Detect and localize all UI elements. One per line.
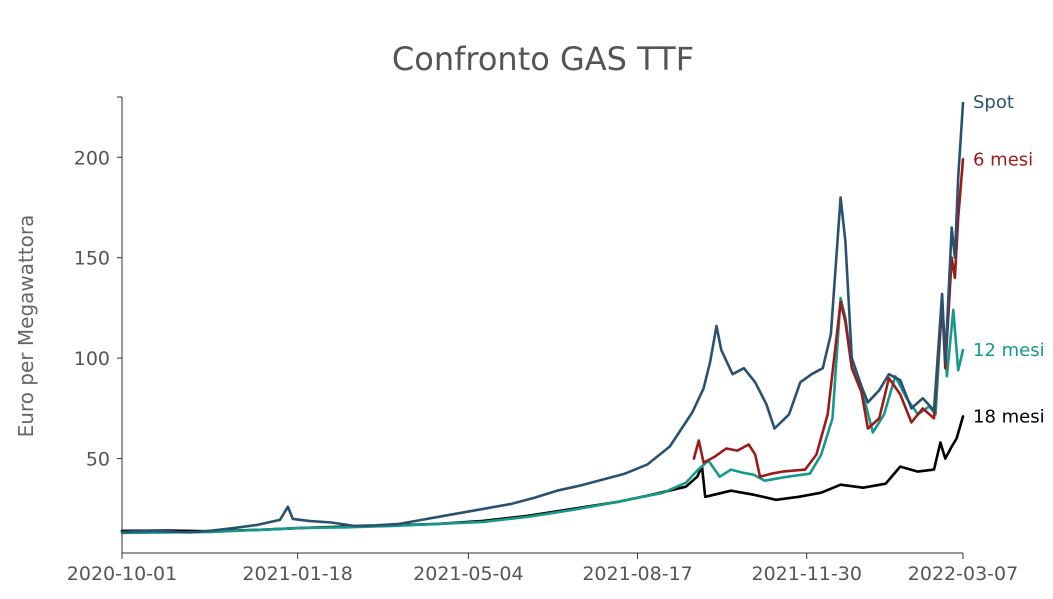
x-axis: 2020-10-01 2021-01-18 2021-05-04 2021-08-17…	[67, 552, 1018, 585]
series-labels: Spot 6 mesi 12 mesi 18 mesi	[973, 92, 1045, 427]
series-label-18-mesi: 18 mesi	[973, 406, 1045, 427]
series-line-spot	[120, 101, 965, 534]
series-label-12-mesi: 12 mesi	[973, 340, 1045, 361]
y-axis: 50 100 150 200	[74, 96, 123, 553]
x-tick-label: 2021-11-30	[752, 563, 862, 585]
y-tick-label: 50	[86, 449, 110, 471]
y-tick-label: 150	[74, 248, 110, 270]
series-spot	[120, 101, 965, 534]
x-tick-label: 2021-05-04	[413, 563, 523, 585]
series-label-spot: Spot	[973, 92, 1014, 113]
series-label-6-mesi: 6 mesi	[973, 149, 1033, 170]
y-tick-label: 100	[74, 348, 110, 370]
series-layer	[120, 101, 965, 535]
y-axis-title: Euro per Megawattora	[14, 215, 38, 438]
y-tick-label: 200	[74, 147, 110, 169]
x-tick-label: 2020-10-01	[67, 563, 177, 585]
x-tick-label: 2021-01-18	[242, 563, 352, 585]
x-tick-label: 2021-08-17	[582, 563, 692, 585]
x-tick-label: 2022-03-07	[908, 563, 1018, 585]
chart-title: Confronto GAS TTF	[392, 40, 694, 78]
